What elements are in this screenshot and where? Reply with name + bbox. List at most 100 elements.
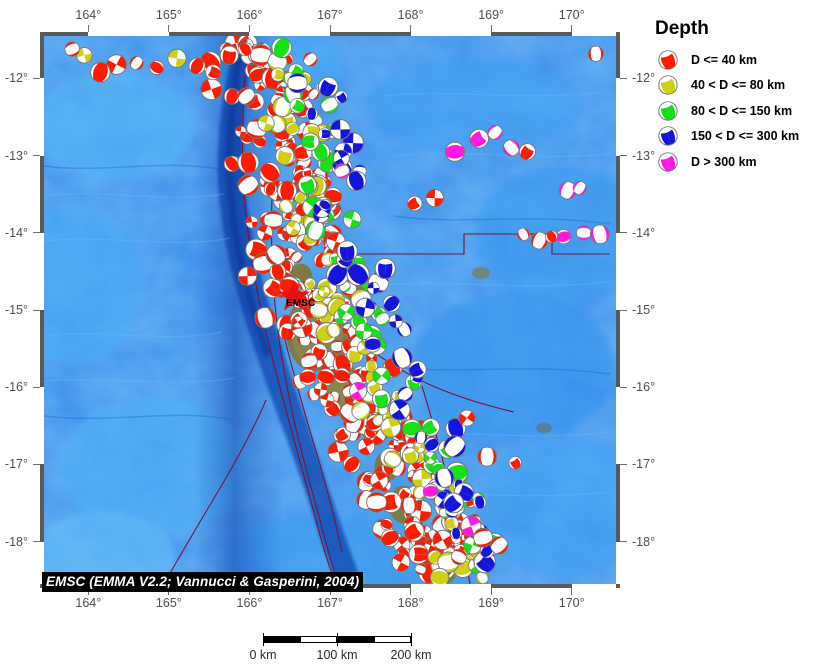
legend-title: Depth [655, 18, 709, 39]
axis-tick-mark [33, 232, 40, 234]
beachball-icon [305, 218, 326, 243]
lon-label-bottom-1: 165° [155, 596, 182, 610]
beachball-icon [657, 48, 679, 71]
axis-tick-mark [329, 25, 331, 32]
scale-bar-segment [263, 636, 300, 643]
beachball-icon [373, 311, 392, 326]
beachball-icon [442, 434, 467, 459]
beachball-icon [223, 153, 241, 175]
axis-tick-mark [33, 541, 40, 543]
beachball-icon [279, 197, 294, 216]
beachball-icon [315, 368, 337, 387]
beachball-icon [283, 121, 302, 136]
axis-tick-mark [410, 25, 412, 32]
legend-item-label: 80 < D <= 150 km [691, 103, 793, 118]
axis-tick-mark [620, 541, 627, 543]
beachball-icon [264, 181, 278, 197]
lat-label-left-1: -13° [4, 148, 28, 163]
beachball-icon [299, 352, 319, 370]
map-canvas [44, 36, 616, 584]
axis-tick-mark [490, 588, 492, 595]
lat-label-right-3: -15° [632, 303, 656, 317]
beachball-icon [235, 87, 258, 106]
beachball-icon [305, 107, 318, 121]
beachball-icon [395, 386, 415, 403]
scale-bar-tick [263, 633, 264, 646]
lon-label-top-3: 167° [317, 8, 343, 22]
scale-bar-segment [300, 636, 337, 643]
lat-label-left-5: -17° [4, 457, 28, 472]
beachball-icon [378, 518, 395, 531]
beachball-icon [381, 450, 404, 469]
beachball-icon [429, 567, 450, 584]
beachball-icon [287, 72, 308, 94]
emsc-marker-label: EMSC [285, 298, 316, 310]
beachball-icon [364, 335, 382, 353]
beachball-icon [318, 127, 331, 141]
beachball-icon [318, 95, 341, 114]
beachball-icon [363, 425, 377, 441]
axis-tick-mark [33, 309, 40, 311]
beachball-icon [332, 367, 352, 384]
beachball-icon [256, 160, 283, 185]
legend-swatch [655, 74, 681, 97]
beachball-icon [237, 150, 260, 175]
lon-label-top-6: 170° [558, 8, 585, 22]
beachball-icon [414, 430, 428, 445]
beachball-icon [308, 300, 329, 319]
lat-label-right-5: -17° [632, 457, 656, 472]
legend-item-label: 40 < D <= 80 km [691, 78, 786, 93]
depth-legend: Depth D <= 40 km 40 < D <= 80 km 80 < D <=… [655, 18, 815, 175]
beachball-icon [366, 491, 387, 513]
beachball-icon [434, 466, 455, 490]
beachball-icon [277, 180, 298, 201]
lon-label-bottom-5: 169° [478, 596, 505, 610]
beachball-icon [265, 242, 287, 268]
legend-swatch [655, 150, 681, 173]
beachball-icon [330, 339, 345, 354]
lon-label-bottom-6: 170° [558, 596, 585, 610]
beachball-icon [235, 174, 262, 196]
axis-tick-mark [620, 155, 627, 157]
lat-label-right-1: -13° [632, 148, 656, 163]
beachball-icon [657, 150, 679, 173]
legend-item-2: 80 < D <= 150 km [655, 98, 815, 124]
beachball-icon [476, 569, 489, 584]
beachball-icon [290, 250, 303, 264]
legend-item-label: D > 300 km [691, 154, 757, 169]
lat-label-right-4: -16° [632, 380, 656, 395]
axis-tick-mark [410, 588, 412, 595]
axis-top-ticks [44, 32, 616, 36]
lon-label-bottom-0: 164° [75, 596, 102, 610]
lon-label-bottom-4: 168° [397, 596, 424, 610]
beachball-icon [378, 528, 403, 548]
legend-item-3: 150 < D <= 300 km [655, 124, 815, 150]
beachball-icon [657, 48, 679, 71]
lat-label-right-2: -14° [632, 225, 656, 240]
legend-item-label: D <= 40 km [691, 52, 758, 67]
axis-tick-mark [571, 25, 573, 32]
axis-tick-mark [33, 386, 40, 388]
lon-label-bottom-2: 166° [236, 596, 263, 610]
beachball-icon [271, 36, 293, 61]
axis-tick-mark [33, 463, 40, 465]
beachball-icon [349, 401, 373, 421]
scale-bar-tick [411, 633, 412, 646]
beachball-icon [263, 210, 283, 230]
axis-tick-mark [248, 25, 250, 32]
beachball-icon [657, 99, 679, 122]
lat-label-left-3: -15° [4, 303, 28, 317]
beachball-icon [400, 496, 418, 514]
beachball-icon [657, 125, 679, 148]
beachball-icon [657, 74, 679, 97]
attribution-banner: EMSC (EMMA V2.2; Vannucci & Gasperini, 2… [42, 572, 364, 592]
lon-label-bottom-3: 167° [317, 596, 343, 610]
legend-item-4: D > 300 km [655, 149, 815, 175]
beachball-icon [450, 527, 463, 540]
beachball-icon [341, 453, 362, 476]
axis-tick-mark [33, 77, 40, 79]
beachball-icon [421, 437, 442, 453]
beachball-icon [326, 321, 341, 340]
axis-tick-mark [33, 155, 40, 157]
